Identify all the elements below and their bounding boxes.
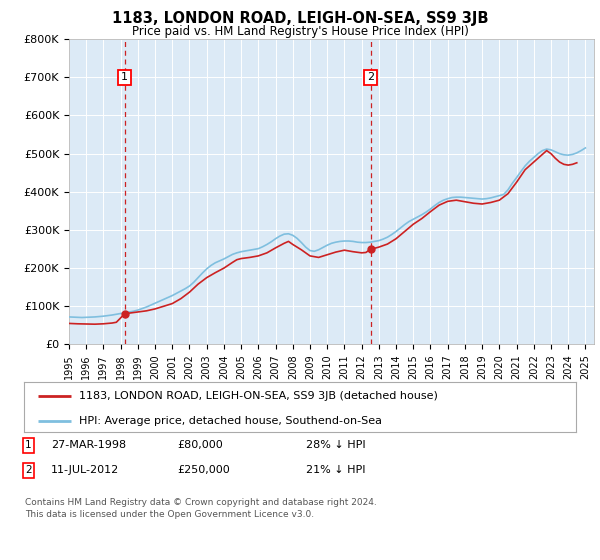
- Text: 11-JUL-2012: 11-JUL-2012: [51, 465, 119, 475]
- Text: 1183, LONDON ROAD, LEIGH-ON-SEA, SS9 3JB (detached house): 1183, LONDON ROAD, LEIGH-ON-SEA, SS9 3JB…: [79, 391, 438, 401]
- Text: Contains HM Land Registry data © Crown copyright and database right 2024.
This d: Contains HM Land Registry data © Crown c…: [25, 498, 377, 519]
- Text: 28% ↓ HPI: 28% ↓ HPI: [306, 440, 365, 450]
- Text: Price paid vs. HM Land Registry's House Price Index (HPI): Price paid vs. HM Land Registry's House …: [131, 25, 469, 38]
- Text: £80,000: £80,000: [177, 440, 223, 450]
- Text: 1: 1: [121, 72, 128, 82]
- Text: 1: 1: [25, 440, 32, 450]
- Text: HPI: Average price, detached house, Southend-on-Sea: HPI: Average price, detached house, Sout…: [79, 416, 382, 426]
- Text: 2: 2: [25, 465, 32, 475]
- Text: 27-MAR-1998: 27-MAR-1998: [51, 440, 126, 450]
- Text: 2: 2: [367, 72, 374, 82]
- Text: £250,000: £250,000: [177, 465, 230, 475]
- Text: 1183, LONDON ROAD, LEIGH-ON-SEA, SS9 3JB: 1183, LONDON ROAD, LEIGH-ON-SEA, SS9 3JB: [112, 11, 488, 26]
- Text: 21% ↓ HPI: 21% ↓ HPI: [306, 465, 365, 475]
